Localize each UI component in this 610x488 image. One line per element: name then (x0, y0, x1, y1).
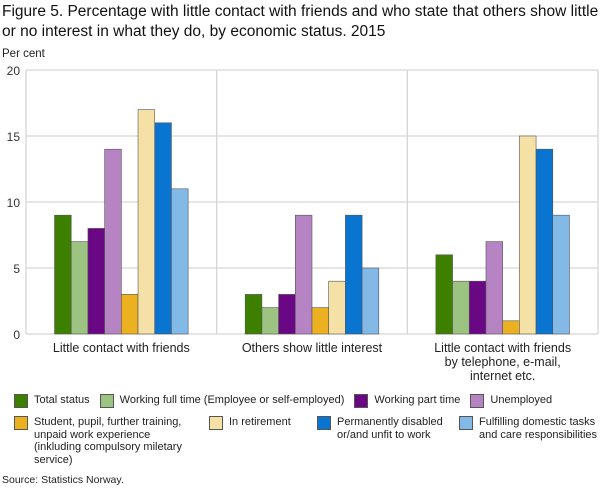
legend-label: Working full time (Employee or self-empl… (119, 394, 345, 406)
bar (154, 122, 172, 335)
legend-label: Total status (34, 394, 90, 406)
bar (311, 307, 330, 335)
x-category-label: Little contact with friends by telephone,… (434, 341, 571, 383)
legend-item: Working part time (354, 394, 460, 408)
legend-swatch (14, 416, 28, 430)
legend-swatch (459, 416, 473, 430)
bar (361, 267, 380, 335)
legend-label: Permanently disabled or/and unfit to wor… (337, 416, 443, 441)
bar (535, 148, 554, 335)
bar (87, 228, 105, 335)
y-tick-label: 15 (7, 130, 21, 144)
legend-swatch (14, 394, 28, 408)
legend-swatch (99, 394, 114, 408)
legend-item: Student, pupil, further training, unpaid… (14, 416, 199, 466)
bar (54, 214, 72, 335)
bar (519, 135, 537, 335)
legend-row: Student, pupil, further training, unpaid… (14, 416, 604, 466)
y-tick-label: 20 (7, 64, 21, 78)
legend-label: Fulfilling domestic tasks and care respo… (479, 416, 598, 441)
legend-swatch (209, 416, 223, 430)
bar (294, 214, 313, 335)
legend-label: Working part time (374, 394, 461, 406)
bar (485, 241, 503, 335)
legend-label: Unemployed (490, 394, 553, 406)
y-tick-label: 0 (13, 328, 20, 342)
x-category-label: Little contact with friends (53, 341, 190, 355)
legend-swatch (470, 394, 485, 408)
bar (468, 280, 487, 335)
legend-item: Fulfilling domestic tasks and care respo… (459, 416, 604, 441)
legend-item: Permanently disabled or/and unfit to wor… (317, 416, 449, 441)
y-tick-label: 10 (7, 196, 21, 210)
legend-label: In retirement (229, 416, 291, 428)
legend-item: Unemployed (470, 394, 552, 408)
bar (345, 214, 363, 335)
bar (435, 254, 453, 335)
bar (452, 280, 470, 335)
bar (244, 294, 263, 335)
source-note: Source: Statistics Norway. (2, 474, 124, 486)
bar (121, 294, 139, 335)
bar (137, 109, 156, 335)
bar (70, 241, 89, 335)
bar (104, 148, 122, 335)
legend-row: Total status Working full time (Employee … (14, 394, 604, 408)
bar (328, 280, 346, 335)
bar (552, 214, 570, 335)
bar (278, 294, 296, 335)
legend-swatch (354, 394, 369, 408)
x-category-label: Others show little interest (242, 341, 383, 355)
legend-label: Student, pupil, further training, unpaid… (34, 416, 182, 466)
y-axis-label: Per cent (2, 48, 45, 60)
chart-title: Figure 5. Percentage with little contact… (2, 3, 599, 40)
bar (502, 320, 520, 335)
legend-item: Working full time (Employee or self-empl… (99, 394, 345, 408)
bar (261, 307, 279, 335)
legend-item: In retirement (209, 416, 307, 430)
bar-chart: 0 5 10 15 20 Little contact with friends Other… (7, 64, 599, 383)
y-tick-label: 5 (13, 262, 20, 276)
legend-item: Total status (14, 394, 90, 408)
bar (171, 188, 189, 335)
legend-swatch (317, 416, 331, 430)
